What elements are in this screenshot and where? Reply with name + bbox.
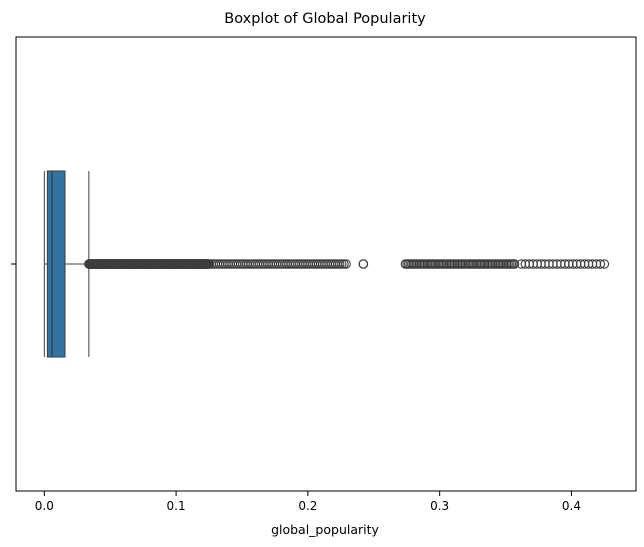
outlier-point	[595, 259, 606, 269]
chart-title: Boxplot of Global Popularity	[224, 11, 426, 27]
x-tick-label: 0.3	[430, 499, 449, 513]
outlier-point	[358, 259, 369, 269]
outlier-point	[509, 259, 520, 269]
plot-area	[43, 170, 610, 358]
x-axis: 0.0 0.1 0.2 0.3 0.4	[11, 36, 637, 513]
x-tick-label: 0.0	[35, 499, 54, 513]
x-tick-label: 0.4	[562, 499, 581, 513]
outlier-point	[341, 259, 351, 269]
x-tick-label: 0.1	[167, 499, 186, 513]
x-axis-label: global_popularity	[271, 522, 379, 537]
outlier-point	[599, 259, 610, 269]
x-tick-label: 0.2	[298, 499, 317, 513]
iqr-box	[46, 170, 66, 358]
